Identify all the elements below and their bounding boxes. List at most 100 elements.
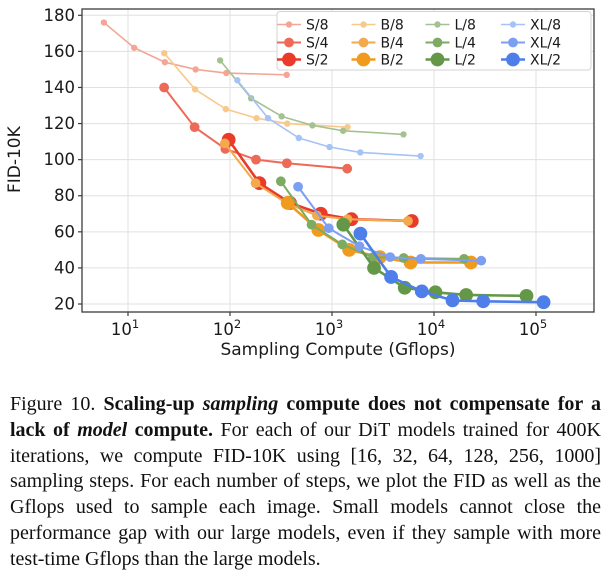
series-XL-2	[353, 226, 551, 310]
legend-item-L-2: L/2	[425, 52, 476, 69]
x-tick-label: 101	[111, 317, 139, 339]
caption-italic-word: sampling	[202, 393, 279, 415]
data-point	[476, 255, 487, 266]
data-point	[385, 252, 396, 262]
legend-item-XL-2: XL/2	[501, 53, 561, 69]
y-tick-label: 160	[44, 42, 76, 61]
figure-caption: Figure 10. Scaling-up sampling compute d…	[10, 392, 601, 573]
data-point	[309, 122, 316, 129]
data-point	[222, 105, 230, 113]
legend-item-L-4: L/4	[425, 36, 477, 52]
legend-marker	[356, 52, 371, 67]
legend-label: B/4	[381, 36, 404, 52]
data-point	[284, 120, 291, 127]
data-point	[219, 138, 230, 149]
data-point	[519, 288, 534, 303]
x-axis: 101 102 103 104 105	[111, 312, 547, 339]
legend-marker	[285, 21, 293, 28]
series-S-4	[159, 82, 353, 174]
data-point	[100, 19, 108, 26]
data-point	[326, 143, 333, 151]
data-point	[353, 226, 368, 241]
legend-label: S/2	[306, 53, 329, 69]
series-B-8	[161, 49, 351, 131]
legend-label: L/4	[455, 36, 477, 52]
data-point	[189, 122, 200, 133]
caption-bold-title: Scaling-up sampling compute does not com…	[10, 393, 602, 441]
data-point	[384, 270, 398, 284]
legend-label: L/2	[455, 53, 476, 69]
legend-label: B/8	[381, 18, 404, 34]
data-point	[161, 59, 169, 66]
x-axis-label: Sampling Compute (Gflops)	[220, 340, 455, 360]
data-point	[459, 288, 474, 302]
y-tick-label: 140	[44, 78, 76, 97]
figure-number: Figure 10.	[10, 393, 96, 415]
data-point	[223, 69, 230, 77]
legend-item-L-8: L/8	[425, 18, 476, 34]
legend-label: S/8	[306, 18, 329, 34]
legend-label: XL/2	[530, 53, 561, 69]
series-S-8	[100, 19, 290, 79]
y-axis: 20 40 60 80 100 120 140 160 180	[44, 6, 82, 314]
data-point	[417, 152, 424, 160]
data-point	[130, 44, 138, 51]
legend-marker	[360, 21, 367, 28]
data-point	[278, 113, 285, 120]
legend-marker	[506, 52, 520, 67]
data-point	[281, 158, 292, 169]
y-tick-label: 100	[44, 150, 76, 169]
legend-marker	[284, 37, 294, 48]
data-point	[253, 114, 260, 122]
plot-frame	[81, 8, 595, 313]
series-XL-4	[293, 181, 487, 266]
data-point	[161, 49, 168, 57]
data-point	[344, 123, 351, 131]
data-point	[251, 154, 261, 165]
data-point	[283, 71, 290, 79]
data-point	[337, 239, 348, 250]
legend-item-XL-8: XL/8	[501, 18, 561, 34]
data-point	[323, 223, 334, 234]
legend-label: L/8	[455, 18, 476, 34]
y-tick-label: 60	[54, 222, 75, 241]
data-point	[295, 134, 303, 142]
data-point	[342, 163, 353, 174]
y-tick-label: 80	[54, 186, 75, 205]
legend-label: B/2	[381, 53, 404, 69]
data-point	[357, 149, 364, 156]
legend-item-S-4: S/4	[277, 36, 329, 52]
data-point	[275, 176, 286, 187]
data-point	[414, 284, 429, 299]
legend-item-S-8: S/8	[277, 18, 329, 34]
fid-vs-sampling-compute-chart: 20 40 60 80 100 120 140 160 180 101 102 103 104 105 S/…	[5, 6, 595, 360]
data-point	[403, 216, 413, 226]
data-point	[400, 131, 407, 138]
x-tick-label: 103	[315, 317, 343, 339]
legend-label: XL/8	[530, 18, 561, 34]
data-point	[336, 217, 351, 232]
data-point	[459, 253, 469, 264]
data-point	[536, 295, 551, 310]
series-XL-8	[234, 77, 424, 160]
legend-item-B-8: B/8	[351, 18, 404, 34]
data-point	[415, 253, 426, 264]
legend-item-S-2: S/2	[277, 53, 329, 69]
data-point	[354, 241, 365, 252]
legend-marker	[430, 52, 445, 67]
y-tick-label: 40	[54, 258, 75, 277]
data-point	[192, 66, 199, 73]
data-point	[476, 294, 491, 309]
legend-marker	[282, 52, 296, 67]
y-tick-label: 20	[54, 295, 75, 314]
x-tick-label: 102	[213, 317, 241, 339]
data-point	[234, 77, 241, 84]
legend-marker	[509, 21, 517, 28]
x-tick-label: 104	[417, 317, 445, 339]
data-point	[312, 210, 322, 221]
caption-italic-word: model	[77, 418, 128, 441]
data-point	[280, 196, 295, 210]
legend-marker	[432, 37, 443, 48]
legend-marker	[434, 21, 441, 28]
legend-marker	[508, 37, 518, 48]
